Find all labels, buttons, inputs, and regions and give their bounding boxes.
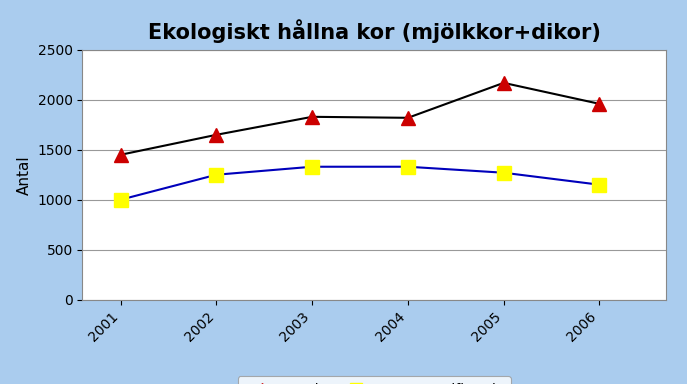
Legend: Totalt, Varav certifierade: Totalt, Varav certifierade — [238, 376, 511, 384]
Title: Ekologiskt hållna kor (mjölkkor+dikor): Ekologiskt hållna kor (mjölkkor+dikor) — [148, 19, 601, 43]
Y-axis label: Antal: Antal — [17, 155, 32, 195]
